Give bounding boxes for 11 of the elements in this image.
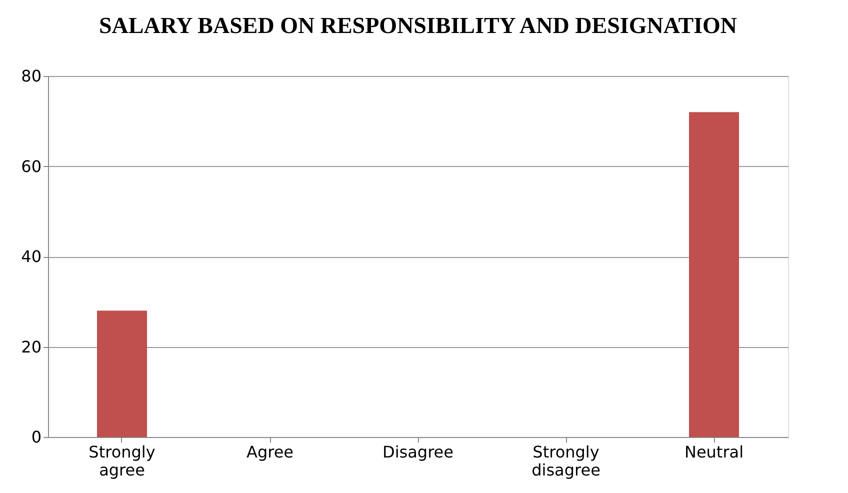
x-tick-label: Strongly disagree — [532, 442, 600, 480]
x-tick-label: Agree — [246, 442, 294, 462]
y-tick-label: 60 — [21, 156, 42, 176]
x-tick-label: Disagree — [382, 442, 454, 462]
y-tick-label: 0 — [31, 428, 42, 446]
y-tick-label: 40 — [21, 247, 42, 266]
x-tick-label: Neutral — [684, 442, 744, 462]
chart-title: SALARY BASED ON RESPONSIBILITY AND DESIGNATION — [98, 13, 738, 38]
y-tick-label: 80 — [21, 66, 42, 86]
x-tick-label: Strongly agree — [88, 442, 156, 480]
y-tick-label: 20 — [21, 337, 42, 356]
